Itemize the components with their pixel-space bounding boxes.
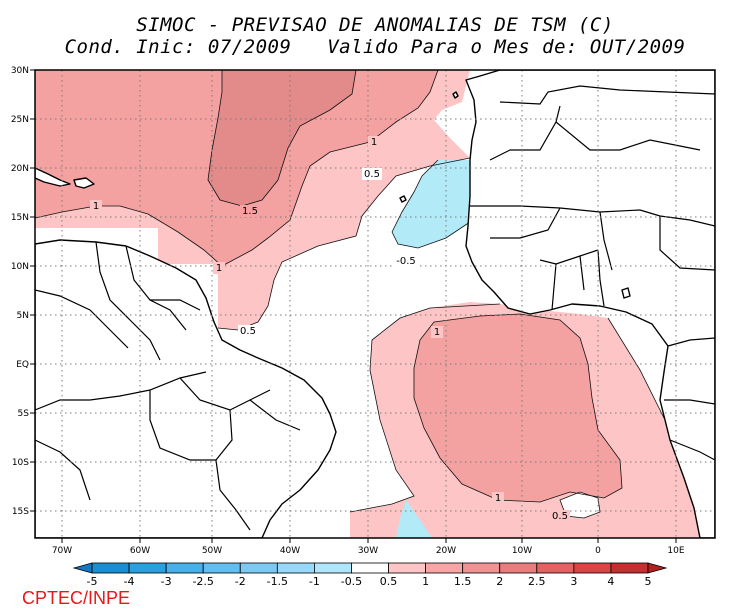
colorbar-label: 4 [607,575,614,588]
chart-title: SIMOC - PREVISAO DE ANOMALIAS DE TSM (C) [136,14,614,36]
lon-label: 70W [52,546,72,556]
chart-subtitle: Cond. Inic: 07/2009 Valido Para o Mes de… [64,36,686,58]
lat-label: 10S [12,458,29,468]
axis-ticks [30,69,677,543]
anomaly-fill-1-south [414,314,622,502]
colorbar-label: 5 [645,575,652,588]
lat-label: 30N [11,66,29,76]
caribbean-island-cuba [35,167,71,187]
colorbar-swatch [351,562,389,574]
contour-value-labels: 1 1 1 1.5 0.5 0.5 -0.5 1 1 0.5 [90,136,570,522]
lat-label: 5N [17,311,29,321]
lat-label: 15N [11,213,29,223]
colorbar-label: -3 [161,575,172,588]
south-america-landmass [35,239,337,538]
lat-label: 5S [18,409,30,419]
colorbar-swatch [276,562,315,574]
contour-label: 1 [216,263,222,274]
colorbar-label: -2 [235,575,246,588]
canary-islands [452,91,459,99]
colorbar-swatch [202,562,241,574]
contour-lines [35,70,701,538]
colorbar-label: 1.5 [454,575,472,588]
lon-label: 50W [202,546,222,556]
colorbar-swatch [573,562,612,574]
colorbar-label: 3 [570,575,577,588]
colorbar-label: -4 [124,575,135,588]
contour-label: -0.5 [396,256,416,267]
cape-verde-islands [399,195,407,203]
lon-label: 10E [667,546,684,556]
contour-label: 1 [434,327,440,338]
map-frame [34,69,716,539]
political-borders [35,85,715,531]
lon-label: 10W [512,546,532,556]
contour-label: 1.5 [242,206,258,217]
colorbar-low-arrow [72,562,93,574]
colorbar-swatch [462,562,501,574]
africa-landmass [465,70,715,538]
colorbar-swatch [536,562,575,574]
colorbar-swatch [91,562,130,574]
caribbean-island-hispaniola [73,177,95,189]
contour-label: 0.5 [552,511,568,522]
colorbar-swatch [610,562,649,574]
lat-label: 25N [11,115,29,125]
lat-label: 10N [11,262,29,272]
contour-label: 0.5 [240,326,256,337]
colorbar-label: -1 [309,575,320,588]
contour-label: 1 [93,201,99,212]
colorbar-high-arrow [647,562,668,574]
credit-label: CPTEC/INPE [22,588,131,608]
colorbar-swatch [499,562,538,574]
colorbar-swatch [425,562,464,574]
color-bar: -5 -4 -3 -2.5 -2 -1.5 -1 -0.5 0.5 1 1.5 2 2.5 3 4 5 [72,562,668,588]
lon-label: 0 [595,546,601,556]
lon-label: 20W [436,546,456,556]
anomaly-fill-15-north [208,70,356,206]
bioko-island [621,287,631,299]
contour-label: 1 [371,137,377,148]
colorbar-swatch [128,562,167,574]
colorbar-label: 1 [422,575,429,588]
colorbar-swatch [165,562,204,574]
colorbar-label: 2 [496,575,503,588]
lon-label: 60W [130,546,150,556]
latitude-labels: 30N 25N 20N 15N 10N 5N EQ 5S 10S 15S [11,66,29,517]
lat-label: 15S [12,507,29,517]
colorbar-swatch [239,562,278,574]
colorbar-label: 2.5 [528,575,546,588]
anomaly-fill-minus05-south [396,500,432,538]
lat-label: 20N [11,164,29,174]
longitude-labels: 70W 60W 50W 40W 30W 20W 10W 0 10E [52,546,685,556]
colorbar-label: -5 [87,575,98,588]
lon-label: 30W [358,546,378,556]
contour-label: 0.5 [364,169,380,180]
colorbar-label: -0.5 [341,575,362,588]
anomaly-fill-minus05 [392,160,470,248]
lat-label: EQ [16,360,29,370]
colorbar-swatch [388,562,426,574]
colorbar-label: -1.5 [267,575,288,588]
colorbar-label: -2.5 [192,575,213,588]
lon-label: 40W [280,546,300,556]
contour-label: 1 [495,493,501,504]
colorbar-label: 0.5 [380,575,398,588]
colorbar-swatch [313,562,352,574]
